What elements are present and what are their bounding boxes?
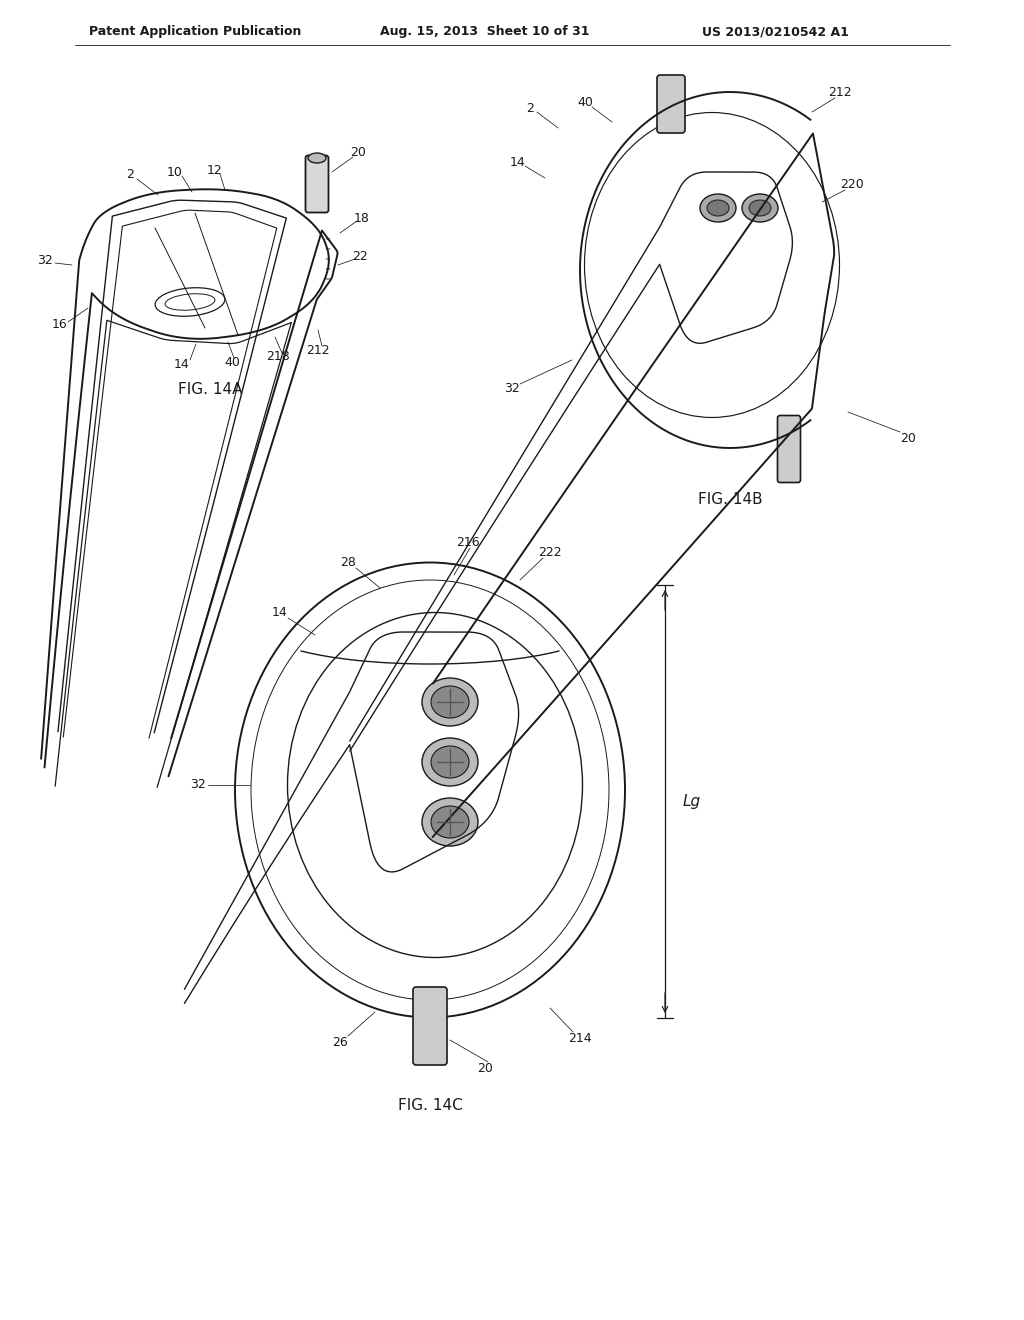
Ellipse shape [707,201,729,216]
Text: 222: 222 [539,545,562,558]
Text: FIG. 14B: FIG. 14B [697,492,762,507]
Text: 32: 32 [37,253,53,267]
Text: Aug. 15, 2013  Sheet 10 of 31: Aug. 15, 2013 Sheet 10 of 31 [380,25,590,38]
Text: FIG. 14C: FIG. 14C [397,1097,463,1113]
Text: 2: 2 [526,102,534,115]
Ellipse shape [431,746,469,777]
Ellipse shape [422,799,478,846]
Ellipse shape [308,153,326,162]
Text: 214: 214 [568,1031,592,1044]
Text: 2: 2 [126,169,134,181]
Text: FIG. 14A: FIG. 14A [178,383,243,397]
Text: 20: 20 [900,432,915,445]
Text: 212: 212 [828,86,852,99]
Text: 40: 40 [224,355,240,368]
Text: 10: 10 [167,165,183,178]
Ellipse shape [422,678,478,726]
FancyBboxPatch shape [305,156,329,213]
Text: 212: 212 [306,343,330,356]
Text: 22: 22 [352,249,368,263]
Text: 14: 14 [510,156,526,169]
Text: 14: 14 [174,358,189,371]
Ellipse shape [742,194,778,222]
Ellipse shape [700,194,736,222]
Text: 32: 32 [504,381,520,395]
Text: Lg: Lg [683,795,701,809]
Ellipse shape [422,738,478,785]
Ellipse shape [431,686,469,718]
FancyBboxPatch shape [657,75,685,133]
Text: 40: 40 [578,95,593,108]
Text: 18: 18 [354,211,370,224]
FancyBboxPatch shape [777,416,801,483]
Text: 28: 28 [340,556,356,569]
Text: 14: 14 [272,606,288,619]
Text: 218: 218 [266,351,290,363]
FancyBboxPatch shape [413,987,447,1065]
Ellipse shape [431,807,469,838]
Text: 20: 20 [477,1061,493,1074]
Text: 216: 216 [456,536,480,549]
Text: 32: 32 [190,779,206,792]
Text: 20: 20 [350,145,366,158]
Text: 26: 26 [332,1035,348,1048]
Text: 16: 16 [52,318,68,331]
Text: 12: 12 [207,164,223,177]
Text: Patent Application Publication: Patent Application Publication [89,25,301,38]
Ellipse shape [749,201,771,216]
Text: US 2013/0210542 A1: US 2013/0210542 A1 [701,25,849,38]
Text: 220: 220 [840,178,864,191]
